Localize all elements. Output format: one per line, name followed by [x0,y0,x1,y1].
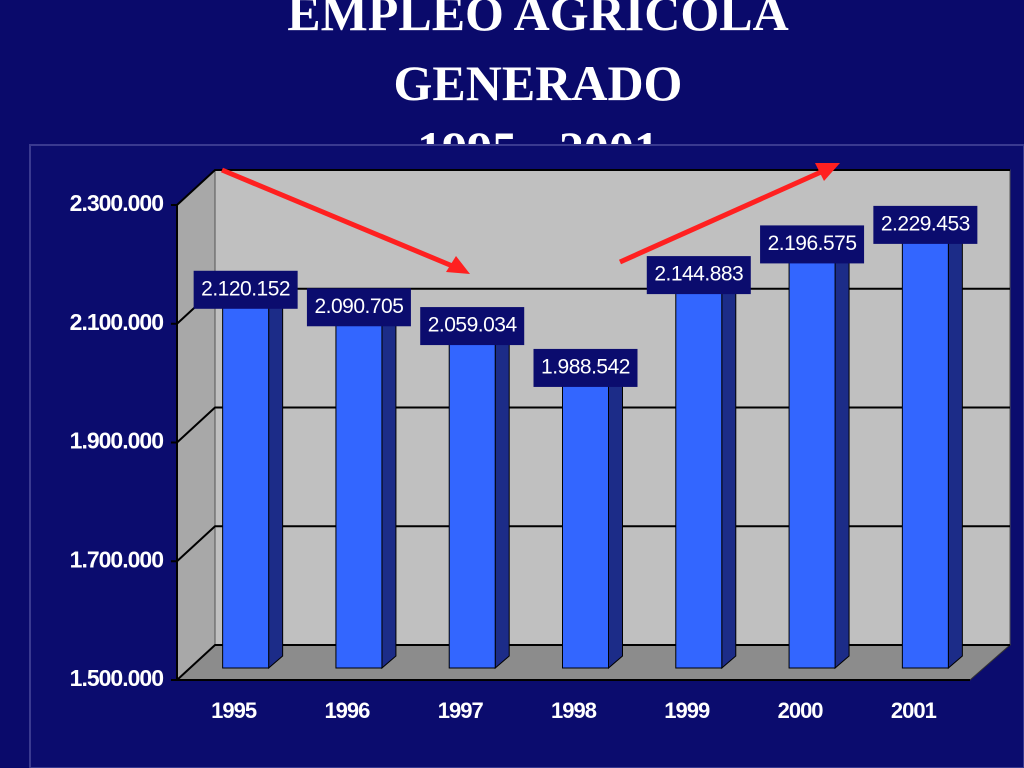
y-tick-label: 2.100.000 [70,309,164,335]
y-tick-label: 1.700.000 [70,546,164,572]
value-label-box [760,225,865,264]
bar-side [268,286,284,670]
grid-line [176,644,1010,681]
x-tick-label: 2001 [891,698,937,723]
x-tick-label: 1998 [551,698,597,723]
bar-side [947,221,963,670]
x-tick-label: 1996 [324,698,370,723]
arrow-head [446,256,470,274]
value-label: 2.059.034 [428,314,518,337]
value-label: 1.988.542 [541,355,630,378]
grid-line [176,406,1010,444]
bar-side [834,241,850,670]
bar-side [494,322,510,670]
value-label-box [193,270,298,309]
grid-line [176,525,1010,562]
bar-side [721,272,737,670]
bar-side [381,304,397,670]
bar [562,377,609,669]
title-line: EMPLEO AGRICOLA [287,0,788,41]
value-label: 2.120.152 [201,277,290,300]
x-tick-label: 1995 [211,698,257,723]
value-label-box [873,205,978,244]
bar [222,299,270,669]
bar [335,316,383,669]
bar-side [608,364,623,670]
value-label-box [420,307,525,346]
bar [901,234,949,669]
trend-arrow [221,167,463,273]
value-label: 2.229.453 [881,212,970,235]
trend-arrow [618,165,832,265]
y-tick-label: 2.300.000 [70,190,164,216]
x-tick-label: 1999 [664,698,710,723]
y-tick-label: 1.900.000 [70,428,164,454]
value-label-box [306,288,411,327]
value-label-box [533,348,638,387]
arrow-head [815,163,840,181]
value-label-box [646,256,751,295]
bar [675,284,723,669]
title-line: GENERADO [394,55,683,111]
bar [448,335,496,669]
x-tick-label: 1997 [438,698,484,723]
x-tick-label: 2000 [778,698,824,723]
y-tick-label: 1.500.000 [70,665,164,691]
bar [788,253,836,669]
value-label: 2.196.575 [768,232,857,255]
value-label: 2.144.883 [654,263,743,286]
value-label: 2.090.705 [314,295,403,318]
grid-line [176,169,1010,206]
